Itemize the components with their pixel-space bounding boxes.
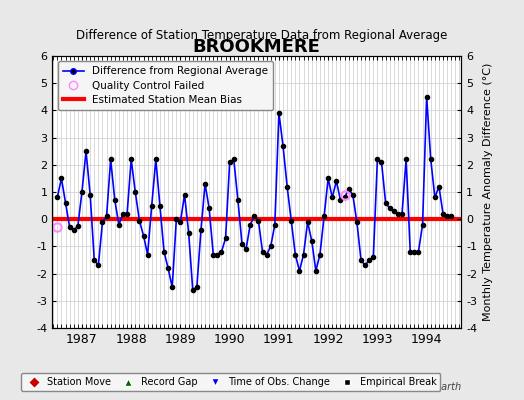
Text: Difference of Station Temperature Data from Regional Average: Difference of Station Temperature Data f… [77, 30, 447, 42]
Text: Berkeley Earth: Berkeley Earth [389, 382, 461, 392]
Legend: Station Move, Record Gap, Time of Obs. Change, Empirical Break: Station Move, Record Gap, Time of Obs. C… [20, 373, 441, 391]
Y-axis label: Monthly Temperature Anomaly Difference (°C): Monthly Temperature Anomaly Difference (… [483, 63, 493, 321]
Legend: Difference from Regional Average, Quality Control Failed, Estimated Station Mean: Difference from Regional Average, Qualit… [58, 61, 273, 110]
Title: BROOKMERE: BROOKMERE [193, 38, 321, 56]
